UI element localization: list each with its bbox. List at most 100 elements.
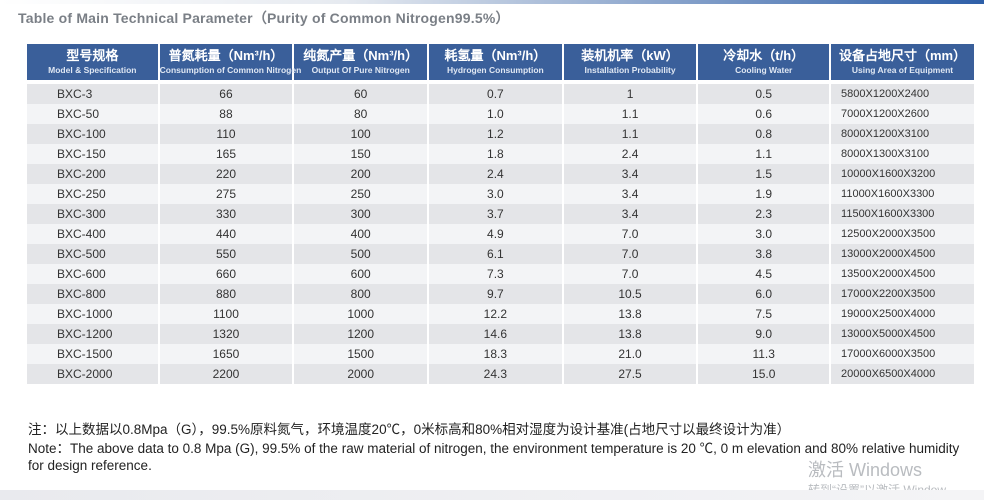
header-installation: 装机机率（kW） Installation Probability	[563, 44, 697, 84]
table-cell: BXC-150	[27, 144, 158, 164]
table-row: BXC-300 330 300 3.7 3.4 2.3 11500X1600X3300	[27, 204, 974, 224]
table-cell: 1320	[159, 324, 293, 344]
header-area: 设备占地尺寸（mm） Using Area of Equipment	[831, 44, 974, 84]
table-cell: 3.8	[698, 244, 830, 264]
table-cell: 8000X1200X3100	[831, 124, 974, 144]
table-cell: 17000X6000X3500	[831, 344, 974, 364]
table-cell: BXC-200	[27, 164, 158, 184]
table-cell: 275	[159, 184, 293, 204]
table-cell: 3.4	[563, 164, 697, 184]
table-cell: 250	[294, 184, 428, 204]
table-row: BXC-500 550 500 6.1 7.0 3.8 13000X2000X4500	[27, 244, 974, 264]
table-row: BXC-600 660 600 7.3 7.0 4.5 13500X2000X4500	[27, 264, 974, 284]
table-cell: BXC-400	[27, 224, 158, 244]
table-cell: 13000X5000X4500	[831, 324, 974, 344]
table-cell: BXC-1500	[27, 344, 158, 364]
table-cell: 3.0	[698, 224, 830, 244]
bottom-bar	[0, 490, 984, 500]
table-cell: 110	[159, 124, 293, 144]
table-cell: 5800X1200X2400	[831, 84, 974, 104]
table-cell: 2200	[159, 364, 293, 384]
table-cell: 150	[294, 144, 428, 164]
note-english: Note：The above data to 0.8 Mpa (G), 99.5…	[28, 440, 968, 474]
table-cell: 400	[294, 224, 428, 244]
table-cell: 66	[159, 84, 293, 104]
table-cell: 660	[159, 264, 293, 284]
table-cell: 3.7	[429, 204, 562, 224]
table-cell: 0.7	[429, 84, 562, 104]
table-row: BXC-400 440 400 4.9 7.0 3.0 12500X2000X3500	[27, 224, 974, 244]
table-cell: 1.1	[563, 104, 697, 124]
table-cell: 2.4	[563, 144, 697, 164]
table-cell: 7.0	[563, 224, 697, 244]
table-cell: 3.4	[563, 204, 697, 224]
table-cell: BXC-50	[27, 104, 158, 124]
table-row: BXC-200 220 200 2.4 3.4 1.5 10000X1600X3200	[27, 164, 974, 184]
table-cell: 7.3	[429, 264, 562, 284]
table-cell: 11.3	[698, 344, 830, 364]
table-cell: 6.0	[698, 284, 830, 304]
table-cell: 200	[294, 164, 428, 184]
table-cell: BXC-3	[27, 84, 158, 104]
table-cell: 19000X2500X4000	[831, 304, 974, 324]
table-cell: 1.2	[429, 124, 562, 144]
table-cell: 20000X6500X4000	[831, 364, 974, 384]
table-cell: 0.5	[698, 84, 830, 104]
table-cell: 21.0	[563, 344, 697, 364]
table-cell: 0.6	[698, 104, 830, 124]
table-cell: 1.9	[698, 184, 830, 204]
table-cell: 330	[159, 204, 293, 224]
table-row: BXC-1000 1100 1000 12.2 13.8 7.5 19000X2500X40…	[27, 304, 974, 324]
table-cell: 12500X2000X3500	[831, 224, 974, 244]
table-cell: 1.1	[698, 144, 830, 164]
table-cell: 2.4	[429, 164, 562, 184]
table-cell: 6.1	[429, 244, 562, 264]
table-cell: 13.8	[563, 324, 697, 344]
table-row: BXC-1200 1320 1200 14.6 13.8 9.0 13000X5000X45…	[27, 324, 974, 344]
table-cell: 800	[294, 284, 428, 304]
table-header-row: 型号规格 Model & Specification 普氮耗量（Nm³/h） Con…	[27, 44, 974, 84]
table-cell: 300	[294, 204, 428, 224]
table-cell: 7.0	[563, 264, 697, 284]
table-cell: 2000	[294, 364, 428, 384]
table-cell: 3.0	[429, 184, 562, 204]
table-row: BXC-100 110 100 1.2 1.1 0.8 8000X1200X3100	[27, 124, 974, 144]
table-cell: 11000X1600X3300	[831, 184, 974, 204]
header-hydrogen: 耗氢量（Nm³/h） Hydrogen Consumption	[429, 44, 562, 84]
parameter-table-wrap: 型号规格 Model & Specification 普氮耗量（Nm³/h） Con…	[25, 44, 976, 384]
table-cell: 80	[294, 104, 428, 124]
table-cell: 4.5	[698, 264, 830, 284]
table-cell: BXC-1200	[27, 324, 158, 344]
table-cell: 2.3	[698, 204, 830, 224]
table-cell: 440	[159, 224, 293, 244]
top-rule	[0, 0, 984, 4]
table-cell: BXC-100	[27, 124, 158, 144]
table-cell: 17000X2200X3500	[831, 284, 974, 304]
table-cell: 14.6	[429, 324, 562, 344]
table-cell: 13.8	[563, 304, 697, 324]
windows-activation-watermark: 激活 Windows	[808, 460, 923, 480]
table-cell: BXC-500	[27, 244, 158, 264]
table-row: BXC-3 66 60 0.7 1 0.5 5800X1200X2400	[27, 84, 974, 104]
table-cell: 13500X2000X4500	[831, 264, 974, 284]
table-cell: BXC-600	[27, 264, 158, 284]
table-cell: 88	[159, 104, 293, 124]
table-row: BXC-800 880 800 9.7 10.5 6.0 17000X2200X3500	[27, 284, 974, 304]
table-cell: BXC-2000	[27, 364, 158, 384]
table-cell: 24.3	[429, 364, 562, 384]
table-cell: 7.0	[563, 244, 697, 264]
table-cell: 1500	[294, 344, 428, 364]
table-cell: 1	[563, 84, 697, 104]
table-cell: 500	[294, 244, 428, 264]
table-cell: 8000X1300X3100	[831, 144, 974, 164]
table-cell: 220	[159, 164, 293, 184]
table-cell: 1.5	[698, 164, 830, 184]
table-cell: 60	[294, 84, 428, 104]
table-cell: 0.8	[698, 124, 830, 144]
table-row: BXC-1500 1650 1500 18.3 21.0 11.3 17000X6000X3…	[27, 344, 974, 364]
table-cell: 880	[159, 284, 293, 304]
table-cell: 13000X2000X4500	[831, 244, 974, 264]
table-cell: 7.5	[698, 304, 830, 324]
table-row: BXC-250 275 250 3.0 3.4 1.9 11000X1600X3300	[27, 184, 974, 204]
table-cell: 3.4	[563, 184, 697, 204]
